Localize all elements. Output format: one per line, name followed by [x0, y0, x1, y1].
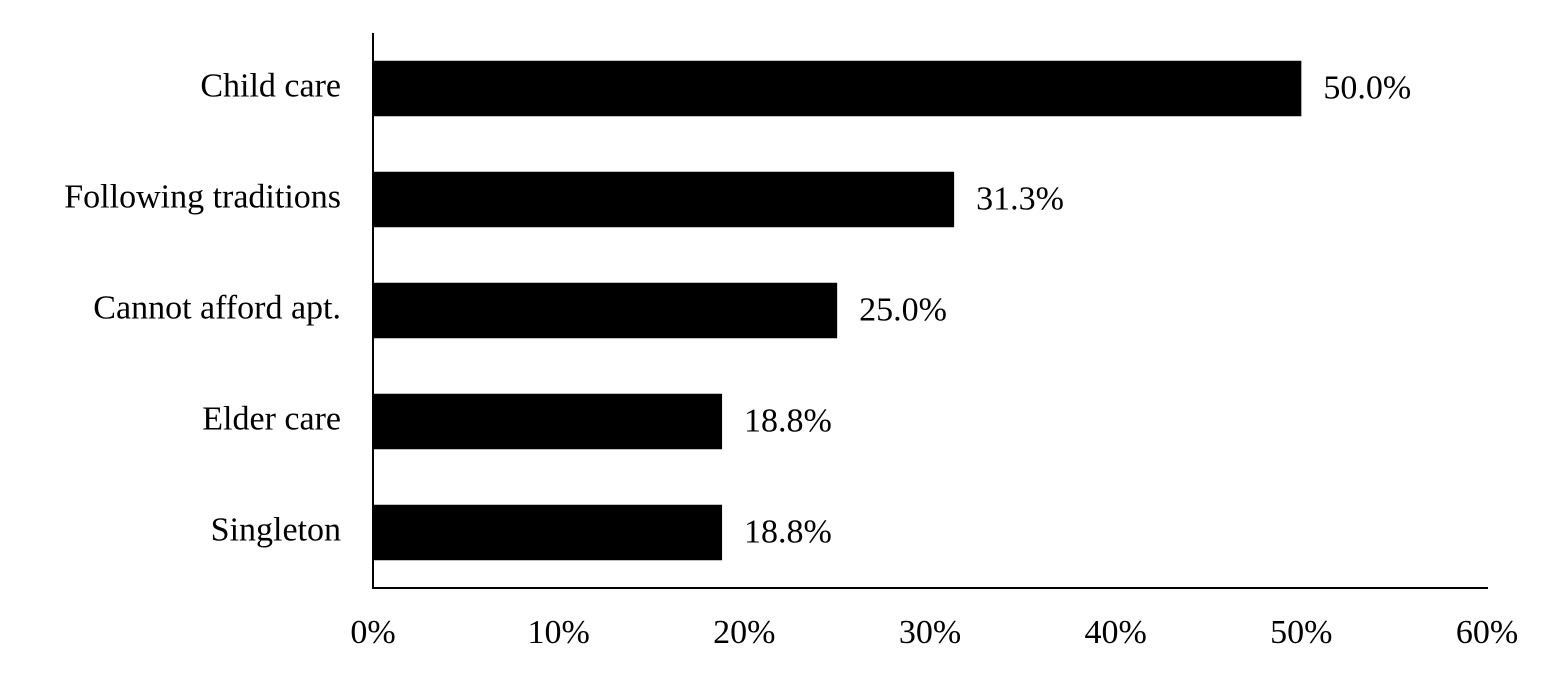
x-tick-label: 60%	[1456, 614, 1518, 651]
y-tick-label: Elder care	[202, 400, 341, 437]
x-tick-label: 40%	[1085, 614, 1147, 651]
value-label: 18.8%	[744, 402, 832, 439]
value-label: 18.8%	[744, 513, 832, 550]
bar	[373, 171, 955, 228]
x-tick-label: 10%	[528, 614, 590, 651]
bar	[373, 393, 723, 450]
value-label: 25.0%	[859, 291, 947, 328]
x-tick-label: 30%	[899, 614, 961, 651]
y-tick-label: Following traditions	[64, 178, 341, 215]
y-tick-label: Cannot afford apt.	[93, 289, 341, 326]
x-tick-label: 0%	[350, 614, 395, 651]
value-label: 50.0%	[1323, 69, 1411, 106]
x-tick-label: 20%	[713, 614, 775, 651]
value-label: 31.3%	[976, 180, 1064, 217]
bar	[373, 282, 838, 339]
y-tick-label: Singleton	[211, 511, 341, 548]
bar	[373, 504, 723, 561]
bar	[373, 60, 1302, 117]
y-tick-label: Child care	[200, 67, 341, 104]
x-tick-label: 50%	[1270, 614, 1332, 651]
